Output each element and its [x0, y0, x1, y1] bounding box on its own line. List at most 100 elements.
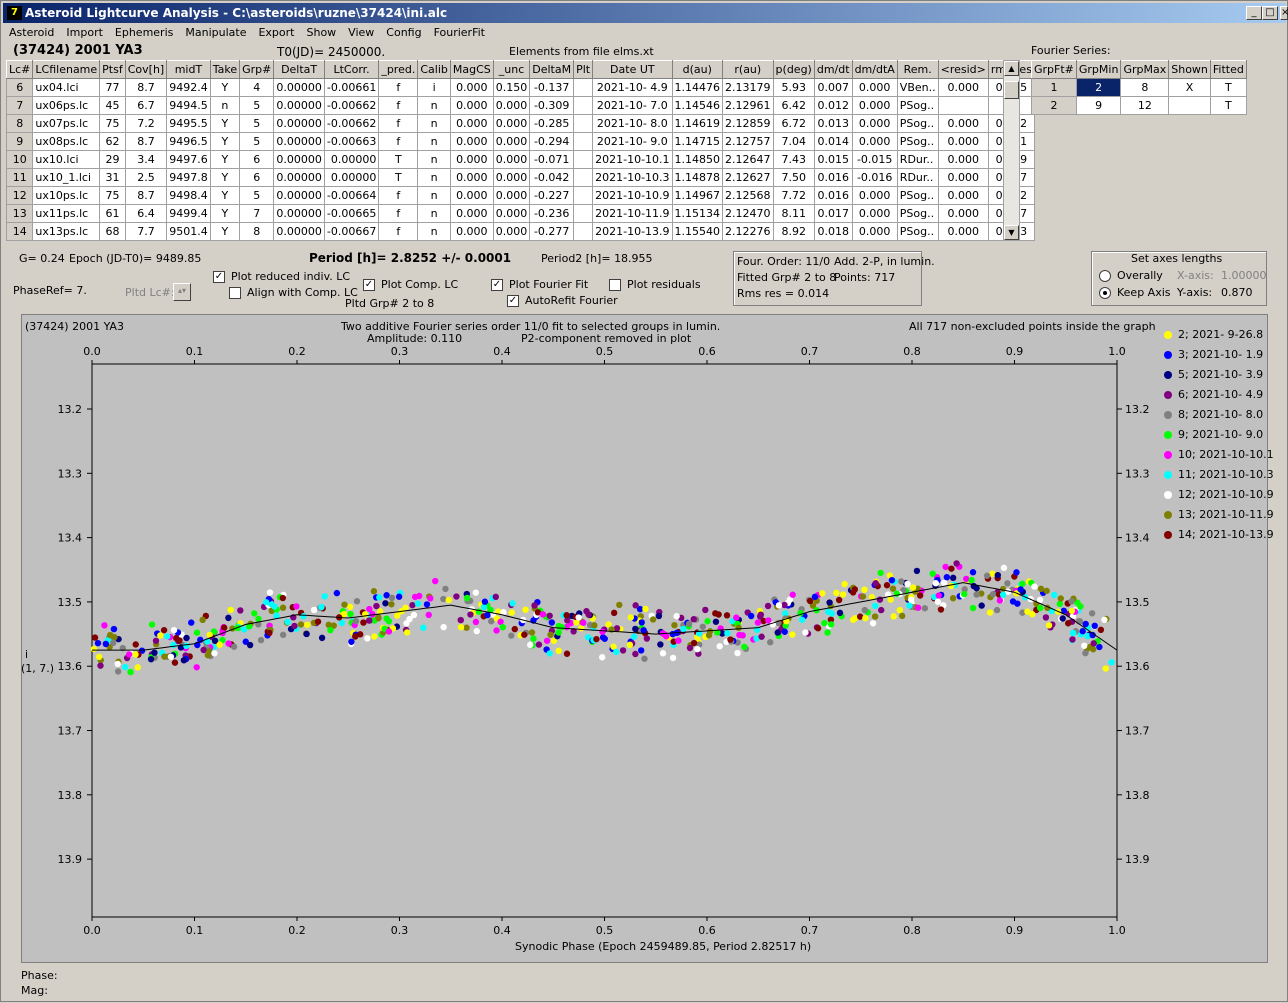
lc-cell[interactable]: 45 — [99, 96, 126, 115]
lc-cell[interactable]: 0.000 — [449, 114, 494, 133]
lc-table-row[interactable]: 6 ux04.lci 77 8.7 9492.4 Y 4 0.00000 -0.00661 f i 0… — [5, 78, 1035, 97]
lc-cell[interactable]: -0.277 — [529, 222, 575, 241]
lc-cell[interactable]: 0.00000 — [273, 222, 325, 241]
lc-cell[interactable]: PSog.. — [896, 204, 939, 223]
lc-cell[interactable]: 0.000 — [937, 132, 989, 151]
lc-cell[interactable]: Y — [209, 222, 241, 241]
lc-cell[interactable]: 2.12568 — [722, 186, 774, 205]
lc-cell[interactable]: -0.00665 — [323, 204, 380, 223]
lc-cell[interactable]: PSog.. — [896, 96, 939, 115]
maximize-button[interactable]: □ — [1262, 6, 1278, 20]
menu-view[interactable]: View — [348, 26, 375, 39]
lc-cell[interactable]: 7.7 — [124, 222, 168, 241]
lc-cell[interactable]: 0.00000 — [273, 132, 325, 151]
lc-cell[interactable]: 2021-10- 9.0 — [592, 132, 673, 151]
lc-cell[interactable]: 8 — [5, 114, 34, 133]
lc-col-header[interactable]: _unc — [492, 60, 531, 79]
lc-cell[interactable]: 0.00000 — [323, 150, 380, 169]
lc-col-header[interactable]: Take — [209, 60, 241, 79]
lc-cell[interactable]: 29 — [99, 150, 126, 169]
lc-cell[interactable]: 1.15134 — [671, 204, 724, 223]
plot-residuals-checkbox[interactable] — [609, 279, 621, 291]
lc-cell[interactable]: 7.72 — [772, 186, 815, 205]
lc-col-header[interactable]: Plt — [573, 60, 594, 79]
lc-cell[interactable]: 0.000 — [449, 186, 494, 205]
pltd-lc-spinner[interactable]: ▴▾ — [173, 283, 191, 301]
lc-cell[interactable]: 6 — [239, 168, 275, 187]
menu-ephemeris[interactable]: Ephemeris — [114, 26, 174, 39]
lc-cell[interactable]: 0.000 — [449, 168, 494, 187]
lc-cell[interactable]: 2021-10- 7.0 — [592, 96, 673, 115]
lc-cell[interactable]: 0.000 — [492, 186, 531, 205]
lc-cell[interactable]: 2.12627 — [722, 168, 774, 187]
plot-reduced-checkbox[interactable]: ✓ — [213, 271, 225, 283]
lc-table-row[interactable]: 14 ux13ps.lc 68 7.7 9501.4 Y 8 0.00000 -0.00667 f… — [5, 222, 1035, 241]
lc-cell[interactable]: 6.72 — [772, 114, 815, 133]
lc-col-header[interactable]: Date UT — [592, 60, 673, 79]
lc-cell[interactable]: 2.12647 — [722, 150, 774, 169]
lc-cell[interactable]: 0.017 — [813, 204, 853, 223]
lc-cell[interactable]: RDur.. — [896, 150, 939, 169]
lc-cell[interactable]: 14 — [5, 222, 34, 241]
lc-table-row[interactable]: 13 ux11ps.lc 61 6.4 9499.4 Y 7 0.00000 -0.00665 f… — [5, 204, 1035, 223]
lc-cell[interactable]: 0.000 — [851, 222, 898, 241]
lc-cell[interactable]: 2021-10-10.3 — [592, 168, 673, 187]
lc-cell[interactable]: 7.04 — [772, 132, 815, 151]
lc-cell[interactable]: f — [378, 132, 419, 151]
menu-config[interactable]: Config — [386, 26, 422, 39]
scroll-thumb[interactable] — [1004, 81, 1019, 99]
lc-table-row[interactable]: 9 ux08ps.lc 62 8.7 9496.5 Y 5 0.00000 -0.00663 f n… — [5, 132, 1035, 151]
lc-cell[interactable]: 0.016 — [813, 168, 853, 187]
scroll-down-icon[interactable]: ▼ — [1004, 225, 1019, 240]
lc-cell[interactable]: ux11ps.lc — [32, 204, 101, 223]
lc-cell[interactable]: 1.14715 — [671, 132, 724, 151]
fourier-series-table[interactable]: GrpFt# GrpMin GrpMax Shown Fitted 1 2 8 X T 2 9 12 T — [1031, 60, 1247, 115]
lc-cell[interactable]: 0.016 — [813, 186, 853, 205]
lc-cell[interactable]: 2021-10- 8.0 — [592, 114, 673, 133]
lc-cell[interactable]: -0.294 — [529, 132, 575, 151]
lc-cell[interactable]: 10 — [5, 150, 34, 169]
plot-fourier-checkbox[interactable]: ✓ — [491, 279, 503, 291]
lc-cell[interactable]: 0.000 — [449, 222, 494, 241]
ft-col-header[interactable]: GrpMin — [1075, 60, 1122, 79]
lc-cell[interactable]: 0.000 — [492, 204, 531, 223]
lc-cell[interactable]: -0.042 — [529, 168, 575, 187]
menu-export[interactable]: Export — [258, 26, 295, 39]
lc-col-header[interactable]: Lc# — [5, 60, 34, 79]
lc-cell[interactable]: 12 — [5, 186, 34, 205]
lc-cell[interactable]: -0.285 — [529, 114, 575, 133]
ft-cell[interactable]: 9 — [1075, 96, 1122, 115]
lc-cell[interactable]: 2.12276 — [722, 222, 774, 241]
menu-fourierfit[interactable]: FourierFit — [433, 26, 485, 39]
lc-cell[interactable]: -0.00664 — [323, 186, 380, 205]
lc-cell[interactable]: 6.7 — [124, 96, 168, 115]
lc-cell[interactable]: 8.7 — [124, 132, 168, 151]
lc-cell[interactable]: Y — [209, 186, 241, 205]
lc-cell[interactable]: 1.14967 — [671, 186, 724, 205]
lc-col-header[interactable]: Ptsf — [99, 60, 126, 79]
menu-manipulate[interactable]: Manipulate — [185, 26, 247, 39]
align-checkbox[interactable] — [229, 287, 241, 299]
lc-cell[interactable]: ux13ps.lc — [32, 222, 101, 241]
lc-cell[interactable]: 6.42 — [772, 96, 815, 115]
lc-cell[interactable]: 2021-10- 4.9 — [592, 78, 673, 97]
lc-cell[interactable]: 5 — [239, 96, 275, 115]
lc-cell[interactable]: 1.14619 — [671, 114, 724, 133]
lc-cell[interactable]: -0.00667 — [323, 222, 380, 241]
lc-cell[interactable]: -0.015 — [851, 150, 898, 169]
lc-cell[interactable]: 0.000 — [492, 168, 531, 187]
lc-cell[interactable]: 0.00000 — [273, 150, 325, 169]
ft-col-header[interactable]: Shown — [1168, 60, 1211, 79]
lc-cell[interactable]: f — [378, 222, 419, 241]
lc-table-row[interactable]: 12 ux10ps.lc 75 8.7 9498.4 Y 5 0.00000 -0.00664 f… — [5, 186, 1035, 205]
lc-cell[interactable]: 8.92 — [772, 222, 815, 241]
lc-cell[interactable]: 0.000 — [851, 204, 898, 223]
lc-cell[interactable]: 0.012 — [813, 96, 853, 115]
keep-axis-radio[interactable] — [1099, 287, 1111, 299]
lc-col-header[interactable]: midT — [166, 60, 211, 79]
lc-cell[interactable]: 6 — [5, 78, 34, 97]
lc-cell[interactable]: 1.14546 — [671, 96, 724, 115]
lc-cell[interactable]: PSog.. — [896, 222, 939, 241]
lc-cell[interactable]: 13 — [5, 204, 34, 223]
